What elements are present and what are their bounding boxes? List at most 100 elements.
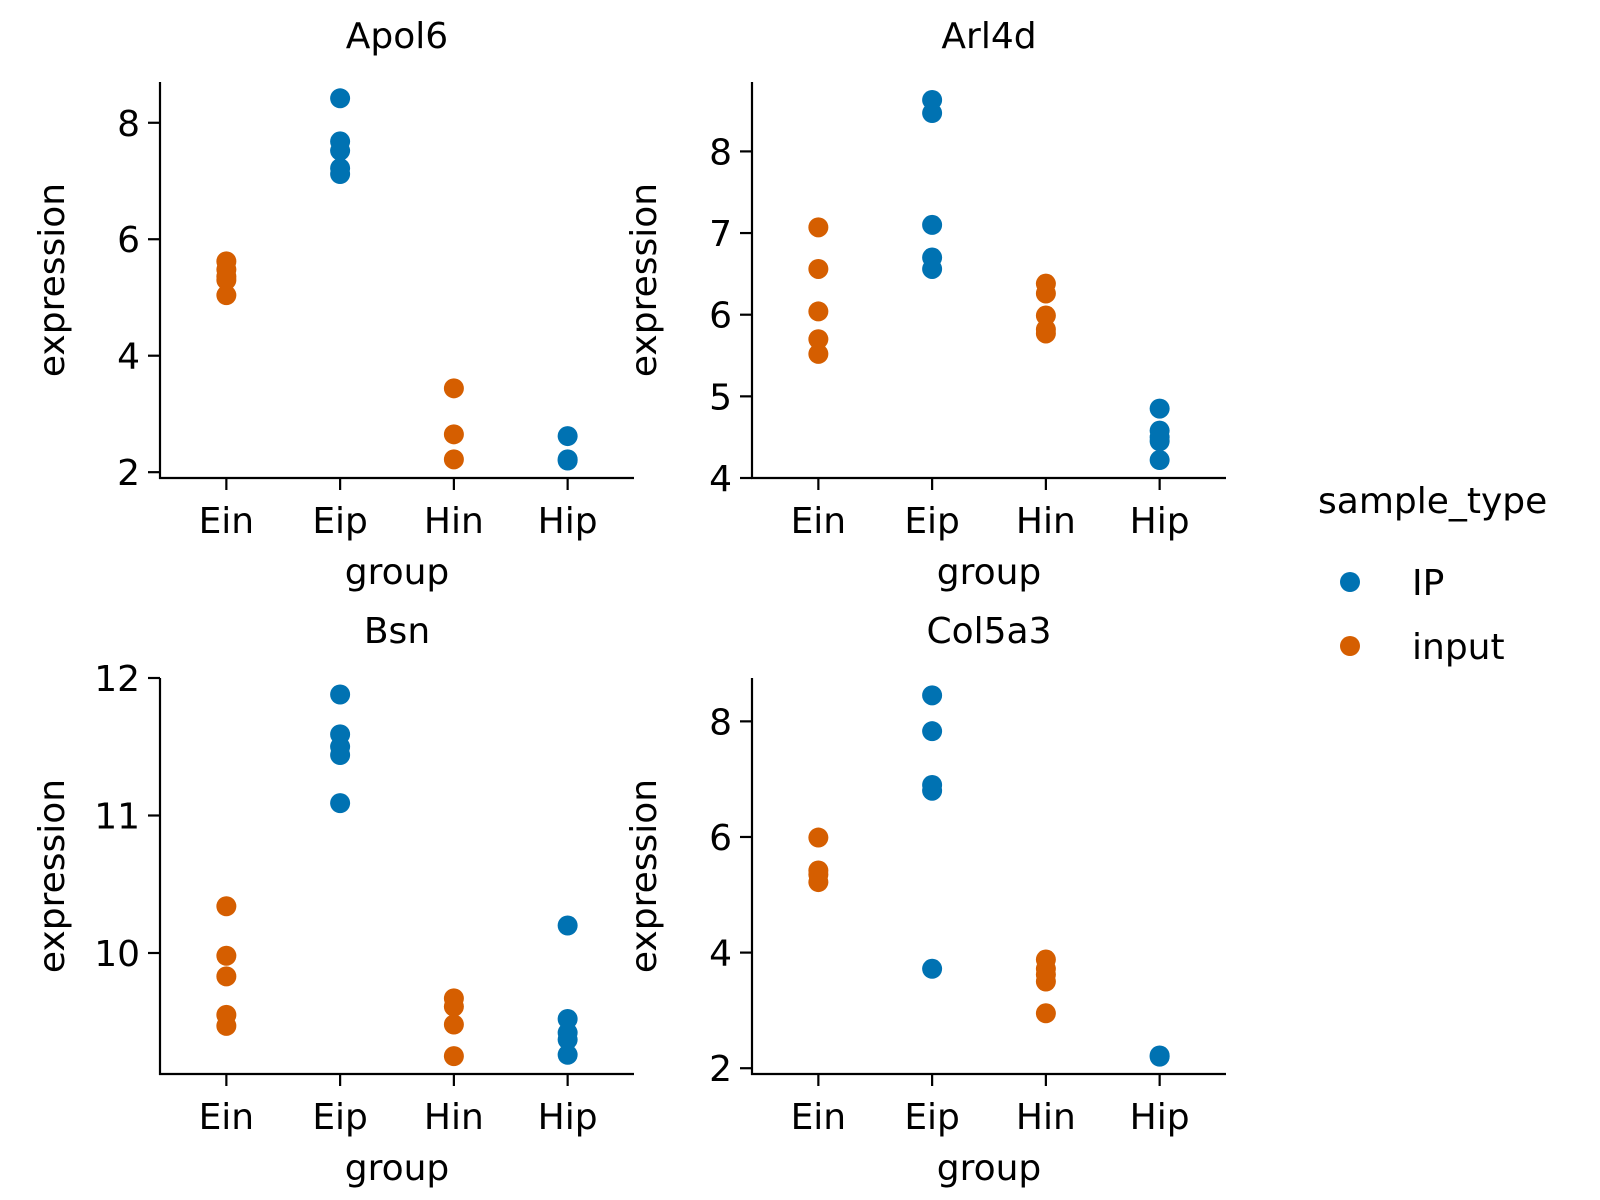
y-axis-title: expression bbox=[32, 183, 73, 377]
y-tick-label: 6 bbox=[709, 296, 732, 337]
y-tick-label: 10 bbox=[94, 934, 140, 975]
y-tick-label: 2 bbox=[709, 1049, 732, 1090]
data-point-input-ein bbox=[216, 966, 237, 987]
data-point-ip-eip bbox=[922, 103, 943, 124]
legend-key-ip bbox=[1340, 572, 1360, 592]
y-tick-label: 4 bbox=[709, 459, 732, 500]
x-tick-label-ein: Ein bbox=[791, 501, 847, 542]
data-point-input-ein bbox=[808, 217, 829, 238]
data-point-input-hin bbox=[443, 449, 464, 470]
legend-key-input bbox=[1340, 636, 1360, 656]
x-axis-title: group bbox=[937, 552, 1042, 593]
data-point-ip-hip bbox=[1149, 431, 1170, 452]
panel-title: Arl4d bbox=[941, 16, 1036, 57]
y-tick-label: 12 bbox=[94, 659, 140, 700]
y-axis-title: expression bbox=[624, 779, 665, 973]
y-tick-label: 8 bbox=[709, 702, 732, 743]
x-tick-label-eip: Eip bbox=[312, 501, 368, 542]
panel-bsn: Bsn 10 11 12 Ein Eip Hin Hip group expression bbox=[32, 611, 634, 1189]
data-point-input-hin bbox=[443, 378, 464, 399]
data-point-input-ein bbox=[808, 329, 829, 350]
data-point-ip-hip bbox=[557, 450, 578, 471]
data-point-ip-eip bbox=[922, 685, 943, 706]
data-point-ip-hip bbox=[557, 426, 578, 447]
data-point-input-ein bbox=[216, 896, 237, 917]
data-point-ip-hip bbox=[557, 1044, 578, 1065]
panel-arl4d: Arl4d 4 5 6 7 8 Ein Eip Hin Hip group expression bbox=[624, 16, 1226, 593]
data-point-ip-eip bbox=[330, 684, 351, 705]
x-tick-label-hip: Hip bbox=[1130, 501, 1190, 542]
legend-title: sample_type bbox=[1318, 481, 1547, 522]
y-tick-label: 8 bbox=[117, 104, 140, 145]
panel-col5a3: Col5a3 2 4 6 8 Ein Eip Hin Hip group expression bbox=[624, 611, 1226, 1189]
data-point-input-ein bbox=[216, 945, 237, 966]
y-tick-label: 4 bbox=[709, 934, 732, 975]
data-point-ip-hip bbox=[557, 1009, 578, 1029]
data-point-ip-eip bbox=[330, 140, 351, 161]
panel-title: Bsn bbox=[364, 611, 430, 652]
data-point-input-hin bbox=[443, 996, 464, 1017]
data-point-ip-eip bbox=[330, 88, 351, 109]
data-point-input-hin bbox=[1035, 323, 1056, 344]
x-tick-label-ein: Ein bbox=[791, 1097, 847, 1138]
data-point-ip-eip bbox=[330, 164, 351, 185]
data-point-ip-hip bbox=[557, 1029, 578, 1050]
legend-label-ip: IP bbox=[1412, 563, 1444, 604]
x-tick-label-hin: Hin bbox=[424, 1097, 484, 1138]
data-point-input-ein bbox=[808, 827, 829, 848]
y-axis-title: expression bbox=[624, 183, 665, 377]
x-tick-label-eip: Eip bbox=[312, 1097, 368, 1138]
data-point-input-hin bbox=[443, 1046, 464, 1067]
x-axis-title: group bbox=[345, 1148, 450, 1189]
data-point-ip-eip bbox=[922, 721, 943, 742]
data-point-input-ein bbox=[808, 872, 829, 893]
x-tick-label-hip: Hip bbox=[538, 501, 598, 542]
data-point-input-hin bbox=[1035, 1003, 1056, 1024]
data-point-ip-eip bbox=[922, 958, 943, 979]
panel-title: Col5a3 bbox=[926, 611, 1051, 652]
data-point-input-hin bbox=[443, 1014, 464, 1035]
x-tick-label-hip: Hip bbox=[1130, 1097, 1190, 1138]
x-tick-label-ein: Ein bbox=[199, 1097, 255, 1138]
data-point-input-hin bbox=[443, 424, 464, 445]
legend: sample_type IP input bbox=[1318, 481, 1547, 668]
data-point-ip-hip bbox=[1149, 398, 1170, 419]
x-tick-label-eip: Eip bbox=[904, 501, 960, 542]
data-point-input-ein bbox=[808, 258, 829, 279]
y-tick-label: 8 bbox=[709, 132, 732, 173]
y-tick-label: 11 bbox=[94, 797, 140, 838]
y-tick-label: 6 bbox=[709, 818, 732, 859]
x-tick-label-hip: Hip bbox=[538, 1097, 598, 1138]
data-point-input-ein bbox=[808, 343, 829, 364]
data-point-input-ein bbox=[216, 285, 237, 306]
data-point-input-hin bbox=[1035, 283, 1056, 304]
x-tick-label-hin: Hin bbox=[1016, 1097, 1076, 1138]
x-tick-label-eip: Eip bbox=[904, 1097, 960, 1138]
y-tick-label: 5 bbox=[709, 377, 732, 418]
data-point-ip-hip bbox=[557, 915, 578, 936]
data-point-input-hin bbox=[1035, 971, 1056, 992]
panel-title: Apol6 bbox=[346, 16, 448, 57]
y-tick-label: 2 bbox=[117, 453, 140, 494]
x-axis-title: group bbox=[937, 1148, 1042, 1189]
data-point-ip-eip bbox=[922, 780, 943, 801]
data-point-input-hin bbox=[1035, 305, 1056, 326]
x-axis-title: group bbox=[345, 552, 450, 593]
x-tick-label-hin: Hin bbox=[1016, 501, 1076, 542]
data-point-input-ein bbox=[808, 301, 829, 322]
data-point-input-ein bbox=[216, 1015, 237, 1036]
legend-label-input: input bbox=[1412, 627, 1505, 668]
x-tick-label-hin: Hin bbox=[424, 501, 484, 542]
legend-items: IP input bbox=[1340, 563, 1505, 668]
panel-apol6: Apol6 2 4 6 8 Ein Eip Hin Hip group expression bbox=[32, 16, 634, 593]
y-tick-label: 7 bbox=[709, 214, 732, 255]
y-tick-label: 4 bbox=[117, 337, 140, 378]
data-point-ip-eip bbox=[922, 258, 943, 279]
data-point-ip-eip bbox=[330, 745, 351, 765]
y-axis-title: expression bbox=[32, 779, 73, 973]
data-point-ip-hip bbox=[1149, 450, 1170, 471]
x-tick-label-ein: Ein bbox=[199, 501, 255, 542]
data-point-ip-hip bbox=[1149, 1046, 1170, 1067]
